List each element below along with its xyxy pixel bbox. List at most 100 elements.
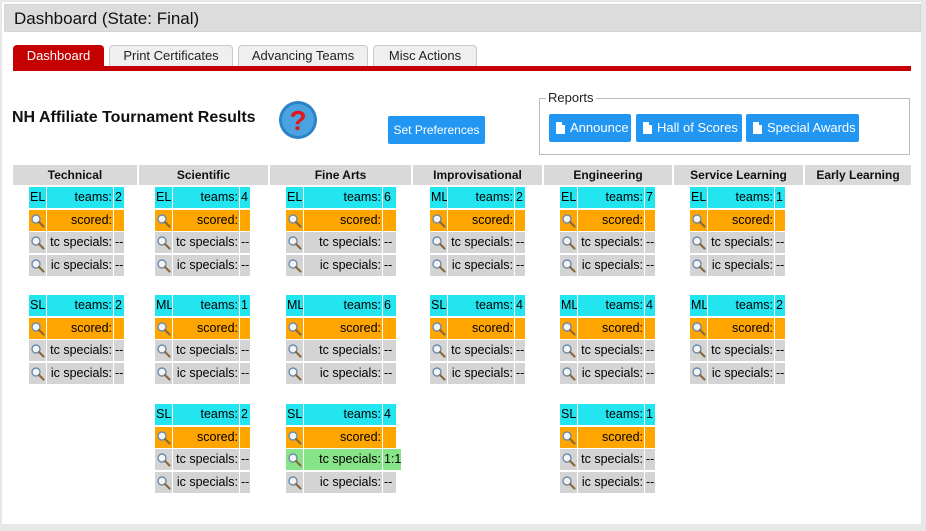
scored-value: [515, 209, 525, 231]
scored-value: [775, 317, 785, 339]
magnifier-icon[interactable]: [691, 321, 706, 336]
teams-count: 6: [383, 187, 396, 208]
tc-specials-label: tc specials:: [708, 232, 774, 254]
magnifier-icon[interactable]: [156, 321, 171, 336]
magnifier-icon[interactable]: [287, 213, 302, 228]
teams-label: teams:: [47, 187, 113, 208]
magnifier-icon[interactable]: [287, 452, 302, 467]
scored-value: [383, 317, 396, 339]
magnifier-icon[interactable]: [287, 235, 302, 250]
set-preferences-button[interactable]: Set Preferences: [388, 116, 485, 144]
magnifier-icon[interactable]: [431, 321, 446, 336]
ic-specials-value: --: [515, 254, 525, 276]
magnifier-icon[interactable]: [691, 343, 706, 358]
magnifier-icon[interactable]: [561, 321, 576, 336]
magnifier-icon[interactable]: [30, 321, 45, 336]
scored-label: scored:: [708, 317, 774, 339]
teams-label: teams:: [578, 295, 644, 316]
ic-specials-label: ic specials:: [173, 471, 239, 493]
magnifier-icon[interactable]: [561, 430, 576, 445]
scored-value: [240, 209, 250, 231]
tab-advancing-teams[interactable]: Advancing Teams: [238, 45, 368, 67]
magnifier-icon[interactable]: [691, 213, 706, 228]
hall-of-scores-button[interactable]: Hall of Scores: [636, 114, 742, 142]
column-header: Fine Arts: [270, 165, 411, 185]
teams-count: 2: [775, 295, 785, 316]
scored-label: scored:: [448, 209, 514, 231]
tab-dashboard[interactable]: Dashboard: [13, 45, 104, 67]
column-header: Engineering: [544, 165, 672, 185]
ic-specials-value: --: [383, 254, 396, 276]
magnifier-icon[interactable]: [431, 343, 446, 358]
magnifier-icon[interactable]: [30, 235, 45, 250]
scored-label: scored:: [578, 317, 644, 339]
special-awards-button[interactable]: Special Awards: [746, 114, 859, 142]
magnifier-icon[interactable]: [287, 366, 302, 381]
ic-specials-label: ic specials:: [448, 362, 514, 384]
scored-value: [775, 209, 785, 231]
magnifier-icon[interactable]: [30, 213, 45, 228]
ic-specials-value: --: [240, 471, 250, 493]
scored-value: [114, 317, 124, 339]
ic-specials-value: --: [645, 362, 655, 384]
magnifier-icon[interactable]: [156, 213, 171, 228]
reports-legend: Reports: [546, 90, 596, 105]
ic-specials-value: --: [775, 254, 785, 276]
magnifier-icon[interactable]: [287, 430, 302, 445]
magnifier-icon[interactable]: [30, 343, 45, 358]
teams-count: 4: [383, 404, 396, 425]
tc-specials-value: --: [114, 232, 124, 254]
magnifier-icon[interactable]: [561, 235, 576, 250]
magnifier-icon[interactable]: [561, 475, 576, 490]
level-badge: ML: [560, 295, 577, 316]
tc-specials-value: --: [240, 449, 250, 471]
magnifier-icon[interactable]: [691, 235, 706, 250]
magnifier-icon[interactable]: [156, 430, 171, 445]
magnifier-icon[interactable]: [156, 452, 171, 467]
magnifier-icon[interactable]: [287, 258, 302, 273]
magnifier-icon[interactable]: [156, 258, 171, 273]
magnifier-icon[interactable]: [30, 366, 45, 381]
magnifier-icon[interactable]: [431, 235, 446, 250]
magnifier-icon[interactable]: [156, 366, 171, 381]
teams-count: 4: [515, 295, 525, 316]
magnifier-icon[interactable]: [156, 343, 171, 358]
magnifier-icon[interactable]: [561, 258, 576, 273]
special-awards-label: Special Awards: [767, 120, 856, 135]
magnifier-icon[interactable]: [561, 452, 576, 467]
help-question-icon[interactable]: ?: [278, 100, 318, 140]
magnifier-icon[interactable]: [156, 235, 171, 250]
scored-value: [645, 209, 655, 231]
magnifier-icon[interactable]: [691, 366, 706, 381]
tab-print-certificates[interactable]: Print Certificates: [109, 45, 233, 67]
teams-label: teams:: [578, 187, 644, 208]
tab-misc-actions[interactable]: Misc Actions: [373, 45, 477, 67]
magnifier-icon[interactable]: [287, 343, 302, 358]
document-icon: [753, 122, 762, 134]
teams-label: teams:: [173, 187, 239, 208]
magnifier-icon[interactable]: [561, 366, 576, 381]
teams-count: 2: [114, 187, 124, 208]
magnifier-icon[interactable]: [431, 213, 446, 228]
reports-group: Reports Announce Hall of Scores Special …: [539, 90, 910, 155]
ic-specials-label: ic specials:: [173, 254, 239, 276]
tc-specials-label: tc specials:: [448, 340, 514, 362]
announce-button[interactable]: Announce: [549, 114, 631, 142]
magnifier-icon[interactable]: [561, 213, 576, 228]
tc-specials-label: tc specials:: [47, 232, 113, 254]
document-icon: [556, 122, 565, 134]
magnifier-icon[interactable]: [561, 343, 576, 358]
scored-label: scored:: [173, 317, 239, 339]
scored-value: [114, 209, 124, 231]
tc-specials-label: tc specials:: [47, 340, 113, 362]
column-header: Early Learning: [805, 165, 911, 185]
teams-count: 7: [645, 187, 655, 208]
magnifier-icon[interactable]: [287, 475, 302, 490]
magnifier-icon[interactable]: [287, 321, 302, 336]
magnifier-icon[interactable]: [156, 475, 171, 490]
magnifier-icon[interactable]: [30, 258, 45, 273]
magnifier-icon[interactable]: [431, 258, 446, 273]
magnifier-icon[interactable]: [431, 366, 446, 381]
magnifier-icon[interactable]: [691, 258, 706, 273]
tc-specials-label: tc specials:: [708, 340, 774, 362]
